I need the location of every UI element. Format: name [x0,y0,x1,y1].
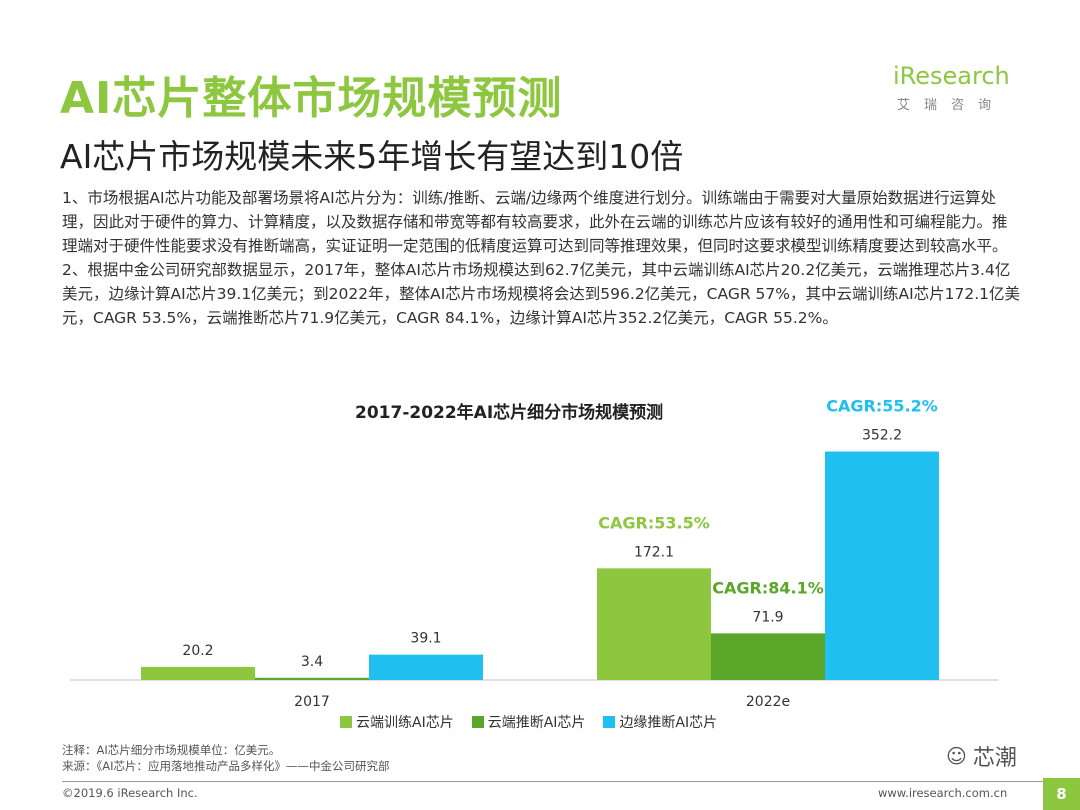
legend-item-cloud-training: 云端训练AI芯片 [340,712,454,732]
cagr-label: CAGR:84.1% [712,578,823,597]
bar-2022e-2 [825,451,939,680]
legend-label: 云端推断AI芯片 [487,715,586,731]
data-label: 172.1 [634,544,674,560]
note-source: 来源：《AI芯片：应用落地推动产品多样化》——中金公司研究部 [62,759,390,773]
x-tick-label: 2022e [746,694,790,710]
copyright: ©2019.6 iResearch Inc. [62,786,198,800]
bar-2022e-1 [711,633,825,680]
legend-item-cloud-inference: 云端推断AI芯片 [471,712,586,732]
paragraph-1: 1、市场根据AI芯片功能及部署场景将AI芯片分为：训练/推断、云端/边缘两个维度… [62,189,1008,255]
cagr-label: CAGR:55.2% [826,397,937,416]
bar-2017-2 [369,654,483,680]
logo-subtext: 艾瑞咨询 [897,98,1006,113]
page-title: AI芯片整体市场规模预测 [60,73,563,124]
data-label: 3.4 [301,654,323,670]
legend-label: 云端训练AI芯片 [356,715,454,731]
legend-swatch [603,716,616,728]
bar-2017-1 [255,677,369,680]
legend-item-edge-inference: 边缘推断AI芯片 [603,712,717,732]
page-subtitle: AI芯片市场规模未来5年增长有望达到10倍 [60,137,684,176]
legend-label: 边缘推断AI芯片 [619,715,718,731]
legend-swatch [340,716,352,728]
chart-title: 2017-2022年AI芯片细分市场规模预测 [355,403,664,423]
body-text: 1、市场根据AI芯片功能及部署场景将AI芯片分为：训练/推断、云端/边缘两个维度… [62,186,1022,330]
data-label: 71.9 [752,609,783,625]
cagr-label: CAGR:53.5% [598,513,709,532]
wechat-icon: ☺ [946,744,967,768]
chart-notes: 注释：AI芯片细分市场规模单位：亿美元。 来源：《AI芯片：应用落地推动产品多样… [62,742,390,774]
footer-divider [62,781,1072,782]
site-url: www.iresearch.com.cn [878,786,1008,800]
logo-text: iResearch [893,62,1010,90]
chart-legend: 云端训练AI芯片 云端推断AI芯片 边缘推断AI芯片 [340,712,717,732]
iresearch-logo: iResearch 艾瑞咨询 [893,62,1033,113]
page-number: 8 [1043,778,1080,810]
note-unit: 注释：AI芯片细分市场规模单位：亿美元。 [62,743,281,757]
data-label: 352.2 [862,428,902,444]
watermark-text: 芯潮 [972,746,1017,771]
legend-swatch [471,716,484,728]
bar-2017-0 [141,666,255,680]
watermark: ☺ 芯潮 [946,740,1017,772]
x-tick-label: 2017 [294,694,330,710]
paragraph-2: 2、根据中金公司研究部数据显示，2017年，整体AI芯片市场规模达到62.7亿美… [62,261,1021,327]
data-label: 39.1 [410,631,441,647]
bar-2022e-0 [597,568,711,680]
data-label: 20.2 [182,643,213,659]
